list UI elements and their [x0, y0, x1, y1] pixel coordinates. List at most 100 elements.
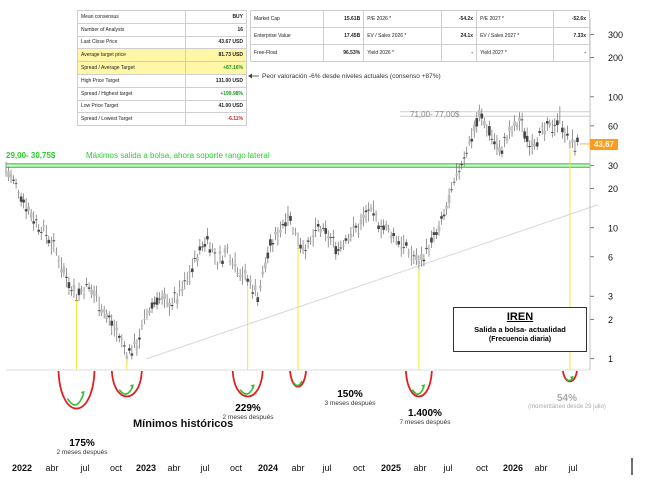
price-candle	[115, 321, 119, 342]
candle-body	[352, 226, 355, 228]
candle-body	[9, 174, 13, 178]
price-candle	[163, 287, 166, 308]
candle-body	[309, 241, 312, 243]
price-candle	[495, 134, 499, 155]
price-candle	[543, 122, 547, 142]
candle-body	[490, 138, 494, 140]
x-tick-label: abr	[45, 463, 58, 473]
candle-body	[319, 229, 322, 233]
cell-value: 7.33x	[553, 27, 590, 45]
candle-body	[465, 152, 469, 154]
price-candle	[387, 224, 390, 233]
x-tick-label: 2022	[12, 463, 32, 473]
rally-pct: 1.400%	[408, 408, 442, 419]
candle-body	[359, 219, 363, 225]
candle-body	[44, 234, 48, 236]
price-candle	[455, 162, 458, 181]
candle-body	[173, 292, 176, 294]
candle-body	[382, 225, 385, 230]
price-candle	[140, 319, 144, 331]
price-candle	[294, 227, 297, 236]
candle-body	[160, 296, 164, 300]
price-candle	[379, 219, 383, 239]
rally-arrow-head	[569, 375, 574, 380]
y-tick-label: 10	[608, 223, 618, 233]
price-candle	[483, 117, 486, 129]
price-candle	[500, 146, 504, 158]
cell-label: Free-Float	[249, 44, 325, 62]
candle-body	[329, 237, 333, 239]
price-candle	[311, 228, 315, 247]
candle-body	[498, 147, 501, 152]
candle-body	[90, 289, 93, 295]
rally-pct: 175%	[69, 438, 95, 449]
price-candle	[269, 234, 272, 253]
candle-body	[573, 150, 577, 152]
candle-body	[57, 260, 61, 262]
y-tick-label: 1	[608, 354, 613, 364]
price-candle	[450, 182, 453, 193]
candle-body	[284, 222, 287, 227]
candle-body	[50, 241, 53, 243]
row-label: High Price Target	[76, 73, 187, 88]
candle-body	[379, 226, 383, 227]
price-candle	[281, 219, 285, 229]
price-candle	[422, 254, 426, 267]
price-candle	[82, 286, 86, 300]
price-candle	[556, 113, 559, 133]
price-candle	[329, 233, 333, 245]
last-price-badge: 43,67	[590, 139, 618, 150]
candle-body	[316, 223, 320, 227]
candle-body	[274, 231, 277, 235]
price-candle	[183, 271, 187, 290]
price-candle	[545, 117, 549, 131]
price-candle	[490, 129, 494, 145]
y-tick-label: 20	[608, 184, 618, 194]
candle-body	[271, 243, 275, 245]
candle-body	[266, 252, 270, 259]
price-candle	[158, 292, 161, 304]
price-candle	[445, 201, 448, 216]
candle-body	[452, 181, 456, 183]
candle-body	[576, 137, 579, 142]
rally-arrow	[118, 385, 134, 395]
rally-arrow-head	[421, 384, 426, 389]
candle-body	[440, 216, 443, 219]
candle-body	[17, 192, 20, 193]
rally-pct: 54%	[556, 393, 577, 404]
candle-body	[110, 320, 114, 326]
price-candle	[513, 115, 516, 132]
candle-body	[485, 131, 489, 133]
x-tick-label: jul	[442, 463, 452, 473]
price-candle	[175, 293, 179, 309]
candle-body	[561, 127, 564, 133]
candle-body	[148, 310, 151, 314]
candle-body	[548, 121, 552, 126]
candle-body	[125, 355, 129, 359]
candle-body	[399, 247, 403, 249]
price-candle	[518, 112, 521, 131]
price-candle	[32, 211, 35, 231]
rally-sub: (momentáneo desde 29 julio)	[528, 404, 606, 410]
price-candle	[9, 169, 13, 183]
candle-body	[334, 246, 338, 255]
price-candle	[153, 296, 156, 308]
candle-body	[369, 207, 373, 210]
candle-body	[107, 315, 111, 318]
candle-body	[39, 232, 43, 233]
rally-arrow-head	[80, 391, 85, 395]
candle-body	[145, 314, 149, 315]
price-candle	[465, 146, 469, 158]
candle-body	[392, 233, 396, 237]
price-candle	[50, 236, 53, 255]
candle-body	[525, 135, 529, 142]
candle-body	[462, 157, 466, 159]
candle-body	[216, 263, 219, 265]
candle-body	[24, 209, 28, 212]
price-candle	[105, 309, 109, 323]
price-candle	[309, 236, 312, 245]
candle-body	[397, 241, 401, 245]
price-candle	[155, 291, 159, 310]
row-label: Low Price Target	[76, 99, 187, 114]
price-candle	[475, 112, 479, 133]
